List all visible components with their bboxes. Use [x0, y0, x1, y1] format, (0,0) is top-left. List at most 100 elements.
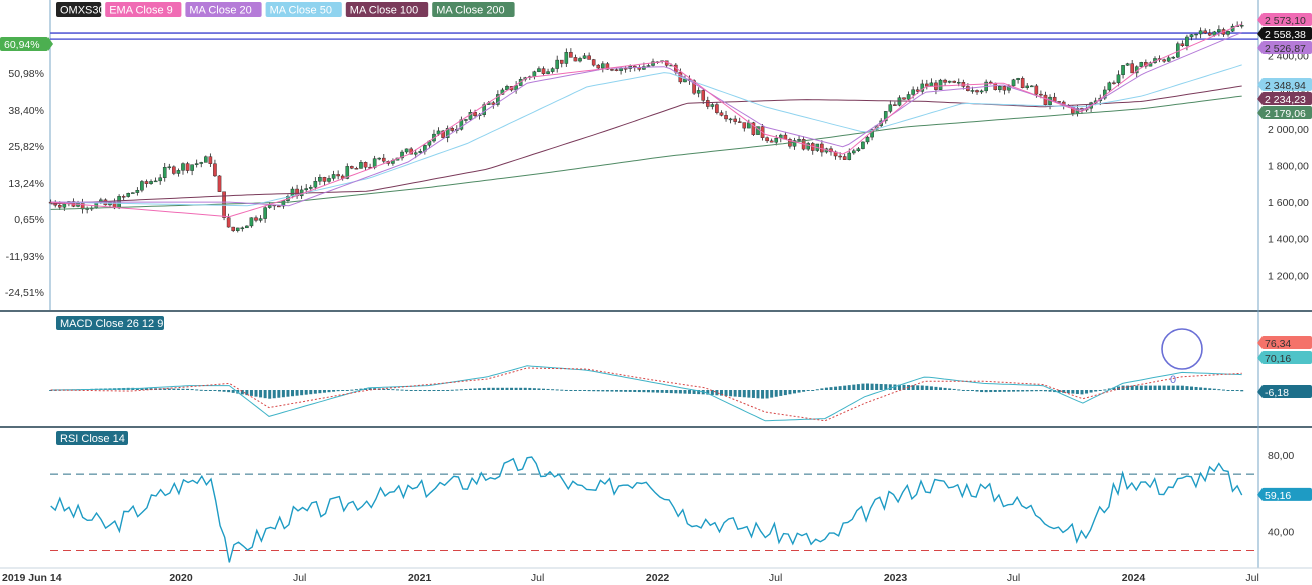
candle-body [167, 166, 172, 169]
candle-body [331, 174, 336, 179]
panel-frames [0, 0, 1312, 569]
macd-histogram-bar [510, 387, 514, 390]
macd-histogram-bar [1199, 387, 1203, 390]
candle-body [911, 89, 915, 95]
macd-histogram-bar [1153, 385, 1157, 390]
candle-body [1139, 62, 1144, 67]
candle-body [254, 217, 258, 221]
macd-histogram-bar [1135, 385, 1139, 390]
candle-body [979, 90, 984, 93]
candle-body [733, 118, 737, 122]
macd-histogram-bar [1148, 385, 1152, 390]
macd-histogram-bar [788, 390, 792, 395]
macd-histogram-bar [272, 390, 276, 399]
x-tick-label: 2022 [646, 572, 670, 584]
price-horizontal-lines[interactable] [50, 32, 1258, 40]
chart-legend[interactable]: OMXS30 EMA Close 9 MA Close 20 MA Close 50 M… [56, 2, 515, 17]
macd-histogram-bar [432, 390, 436, 391]
candle-body [1002, 86, 1007, 91]
macd-histogram-bar [578, 390, 582, 391]
macd-histogram-bar [980, 390, 984, 393]
candle-body [1194, 33, 1198, 36]
candle-body [806, 143, 810, 150]
macd-histogram-bar [514, 387, 518, 390]
candle-body [1185, 36, 1189, 47]
candle-body [1025, 85, 1030, 89]
candle-body [646, 65, 651, 67]
macd-histogram-bar [327, 390, 331, 393]
candle-body [532, 71, 537, 77]
candle-body [112, 202, 117, 209]
macd-histogram-bar [186, 388, 190, 390]
price-tag-arrow [1257, 92, 1262, 105]
price-y-tick: 2 000,00 [1268, 124, 1309, 136]
macd-histogram-bar [646, 390, 650, 393]
candle-body [614, 69, 619, 71]
macd-histogram-bar [610, 390, 614, 392]
macd-histogram-bar [487, 387, 491, 390]
macd-histogram-bar [770, 390, 774, 398]
candle-body [336, 174, 340, 177]
macd-histogram-bar [856, 384, 860, 390]
macd-histogram-bar [884, 384, 888, 390]
candle-body [350, 166, 354, 169]
macd-histogram-bar [742, 390, 746, 398]
macd-histogram-bar [423, 390, 427, 391]
candle-body [915, 89, 920, 92]
percent-y-tick: 25,82% [8, 141, 44, 153]
macd-histogram-bar [852, 384, 856, 390]
macd-histogram-bar [528, 387, 532, 390]
candle-body [482, 104, 486, 115]
macd-histogram-bar [1208, 388, 1212, 390]
candle-body [1020, 78, 1025, 89]
candle-body [327, 178, 331, 182]
series-line-ma-close-100 [50, 85, 1242, 205]
macd-histogram-bar [245, 390, 249, 396]
candle-body [322, 177, 327, 182]
candle-body [267, 204, 272, 208]
candle-body [473, 112, 477, 116]
candle-body [126, 193, 131, 197]
macd-histogram-bar [866, 383, 870, 390]
candle-body [345, 166, 350, 179]
candle-body [1180, 43, 1185, 47]
macd-histogram-bar [368, 387, 372, 390]
macd-histogram-bar [1240, 390, 1244, 392]
candle-body [1217, 29, 1221, 33]
candle-body [464, 119, 468, 121]
macd-histogram-bar [1012, 390, 1016, 392]
candle-body [701, 90, 706, 101]
candle-body [213, 163, 217, 177]
macd-histogram-bar [1171, 385, 1175, 390]
candle-body [190, 164, 194, 171]
macd-histogram-bar [409, 390, 413, 391]
candle-body [852, 150, 856, 154]
candle-body [505, 86, 509, 91]
candle-body [719, 112, 724, 116]
candle-body [62, 203, 67, 208]
macd-histogram-bar [843, 385, 847, 390]
macd-histogram-bar [993, 390, 997, 392]
macd-histogram-bar [1226, 390, 1230, 391]
macd-histogram-bar [345, 390, 349, 391]
macd-histogram-bar [697, 390, 701, 395]
macd-histogram-bar [249, 390, 253, 396]
candle-body [235, 227, 240, 231]
candle-body [263, 207, 267, 219]
candle-body [601, 63, 605, 69]
macd-tag-bg [1262, 385, 1312, 398]
macd-histogram-bar [1103, 389, 1107, 391]
candle-body [149, 181, 153, 184]
macd-histogram-bar [660, 390, 664, 393]
macd-histogram-bar [1180, 385, 1184, 390]
percent-tag: 60,94% [4, 39, 40, 51]
x-tick-label: Jul [1245, 572, 1258, 584]
macd-histogram-bar [961, 389, 965, 391]
macd-histogram-bar [957, 389, 961, 391]
price-candles [48, 21, 1244, 233]
legend-item: MA Close 50 [270, 5, 332, 17]
macd-histogram-bar [459, 389, 463, 391]
rsi-tag-arrow [1257, 487, 1262, 501]
macd-histogram-bar [1062, 390, 1066, 393]
